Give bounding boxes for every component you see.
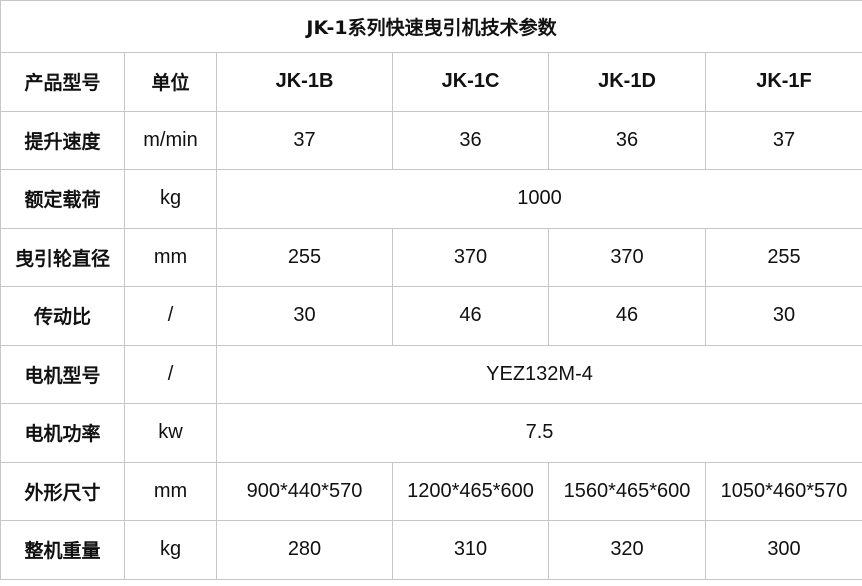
value-cell: 1560*465*600 bbox=[548, 461, 706, 521]
table-title: JK-1系列快速曳引机技术参数 bbox=[0, 0, 862, 53]
header-model: JK-1F bbox=[705, 52, 862, 112]
row-unit: kg bbox=[124, 520, 217, 580]
row-label: 提升速度 bbox=[0, 110, 125, 170]
value-cell: 255 bbox=[216, 227, 393, 287]
value-cell: 46 bbox=[392, 286, 549, 346]
row-unit: kg bbox=[124, 169, 217, 229]
table-row: 电机型号 / YEZ132M-4 bbox=[0, 344, 862, 404]
row-unit: mm bbox=[124, 227, 217, 287]
merged-value-cell: 7.5 bbox=[216, 403, 862, 463]
value-cell: 280 bbox=[216, 520, 393, 580]
value-cell: 30 bbox=[705, 286, 862, 346]
value-cell: 30 bbox=[216, 286, 393, 346]
table-row: 传动比/30 46 46 30 bbox=[0, 286, 862, 346]
table-row: 外形尺寸 mm 900*440*570 1200*465*600 1560*465*60… bbox=[0, 461, 862, 521]
value-cell: 37 bbox=[216, 110, 393, 170]
row-label: 电机型号 bbox=[0, 344, 125, 404]
value-cell: 300 bbox=[705, 520, 862, 580]
header-name: 产品型号 bbox=[0, 52, 125, 112]
merged-value-cell: 1000 bbox=[216, 169, 862, 229]
header-model: JK-1B bbox=[216, 52, 393, 112]
value-cell: 255 bbox=[705, 227, 862, 287]
row-label: 传动比 bbox=[0, 286, 125, 346]
value-cell: 37 bbox=[705, 110, 862, 170]
row-unit: mm bbox=[124, 461, 217, 521]
value-cell: 900*440*570 bbox=[216, 461, 393, 521]
row-label: 额定载荷 bbox=[0, 169, 125, 229]
value-cell: 1200*465*600 bbox=[392, 461, 549, 521]
table-row: 电机功率 kw 7.5 bbox=[0, 403, 862, 463]
row-unit: kw bbox=[124, 403, 217, 463]
value-cell: 1050*460*570 bbox=[705, 461, 862, 521]
header-model: JK-1D bbox=[548, 52, 706, 112]
row-label: 曳引轮直径 bbox=[0, 227, 125, 287]
header-unit: 单位 bbox=[124, 52, 217, 112]
table-row: 额定载荷 kg 1000 bbox=[0, 169, 862, 229]
title-row: JK-1系列快速曳引机技术参数 bbox=[0, 0, 862, 53]
row-label: 外形尺寸 bbox=[0, 461, 125, 521]
value-cell: 370 bbox=[548, 227, 706, 287]
value-cell: 46 bbox=[548, 286, 706, 346]
row-label: 整机重量 bbox=[0, 520, 125, 580]
row-label: 电机功率 bbox=[0, 403, 125, 463]
header-model: JK-1C bbox=[392, 52, 549, 112]
value-cell: 370 bbox=[392, 227, 549, 287]
row-unit: / bbox=[124, 286, 217, 346]
table-row: 曳引轮直径 mm 255 370 370 255 bbox=[0, 227, 862, 287]
table-row: 提升速度 m/min 37 36 36 37 bbox=[0, 110, 862, 170]
value-cell: 36 bbox=[392, 110, 549, 170]
value-cell: 310 bbox=[392, 520, 549, 580]
value-cell: 320 bbox=[548, 520, 706, 580]
row-unit: / bbox=[124, 344, 217, 404]
row-unit: m/min bbox=[124, 110, 217, 170]
table-row: 整机重量 kg 280 310 320 300 bbox=[0, 520, 862, 580]
value-cell: 36 bbox=[548, 110, 706, 170]
merged-value-cell: YEZ132M-4 bbox=[216, 344, 862, 404]
header-row: 产品型号 单位 JK-1B JK-1C JK-1D JK-1F bbox=[0, 52, 862, 112]
